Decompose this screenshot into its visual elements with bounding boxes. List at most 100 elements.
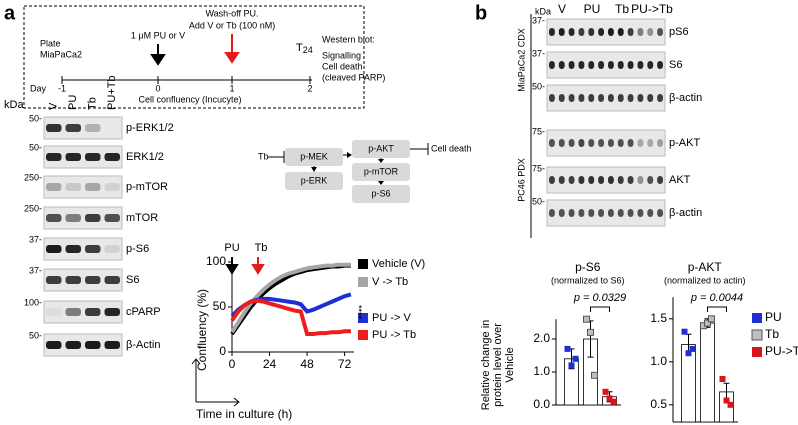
- blot-band: [104, 214, 120, 222]
- blot-strip: [546, 18, 666, 46]
- blot-band: [558, 139, 565, 147]
- bracket: [590, 306, 610, 312]
- blot-band: [657, 209, 663, 217]
- blot-label: β-Actin: [126, 339, 160, 351]
- x-tick-label: 48: [300, 357, 314, 371]
- point: [685, 350, 692, 357]
- bar: [700, 322, 715, 423]
- blot-band: [558, 28, 565, 36]
- blot-strip: [43, 268, 123, 292]
- blot-band: [568, 28, 575, 36]
- blot-label: ERK1/2: [126, 151, 164, 163]
- blot-band: [598, 61, 604, 69]
- blot-band: [598, 209, 604, 217]
- blot-band: [104, 308, 120, 316]
- blot-band: [598, 176, 604, 184]
- blot-band: [627, 209, 634, 217]
- timeline-ticks: [61, 76, 311, 84]
- blot-band: [568, 94, 575, 102]
- panel-letter: a: [4, 2, 16, 24]
- blot-band: [568, 209, 575, 217]
- blot-label: p-mTOR: [126, 181, 168, 193]
- legend-label: PU -> V: [372, 312, 411, 324]
- blot-kda: kDa: [535, 6, 551, 16]
- point: [689, 345, 696, 352]
- blot-band: [65, 276, 81, 284]
- y-tick-label: 1.0: [650, 354, 667, 368]
- chart-title: p-S6: [575, 260, 601, 274]
- blot-band: [549, 94, 555, 102]
- blot-label: S6: [669, 59, 682, 71]
- blot-kda: kDa: [4, 99, 24, 111]
- blot-band: [588, 139, 595, 147]
- blot-marker: 37-: [29, 234, 42, 244]
- blot-band: [104, 183, 120, 191]
- blot-band: [46, 341, 62, 349]
- blot-band: [549, 139, 555, 147]
- marker-label: PU: [224, 242, 239, 254]
- timeline-text: T24: [296, 42, 313, 55]
- blot-strip: [546, 84, 666, 112]
- point: [708, 315, 715, 323]
- blot-band: [578, 176, 585, 184]
- blot-band: [558, 176, 565, 184]
- blot-band: [598, 28, 604, 36]
- blot-marker: 37-: [29, 265, 42, 275]
- blot-band: [637, 94, 644, 102]
- x-tick-label: 72: [338, 357, 352, 371]
- blot-label: p-ERK1/2: [126, 122, 174, 134]
- blot-band: [588, 209, 595, 217]
- blot-band: [608, 209, 614, 217]
- blot-band: [85, 341, 101, 349]
- blot-strip: [546, 51, 666, 79]
- blot-strip: [43, 206, 123, 230]
- blot-band: [65, 214, 81, 222]
- timeline-text: Wash-off PU.: [205, 8, 258, 18]
- blot-band: [65, 341, 81, 349]
- blot-band: [104, 276, 120, 284]
- lane-label: PU: [67, 95, 79, 110]
- point: [602, 388, 609, 395]
- blot-band: [647, 61, 654, 69]
- blot-band: [617, 209, 624, 217]
- chart-subtitle: (normalized to actin): [664, 275, 746, 285]
- blot-label: AKT: [669, 174, 691, 186]
- blot-band: [549, 209, 555, 217]
- day: 2: [307, 83, 312, 93]
- blot-band: [647, 94, 654, 102]
- blot-band: [549, 61, 555, 69]
- y-tick-label: 1.5: [650, 311, 667, 325]
- blot-band: [46, 183, 62, 191]
- blot-band: [647, 176, 654, 184]
- blot-band: [85, 214, 101, 222]
- annotation: p = 0.0329: [573, 292, 626, 304]
- point: [587, 328, 594, 336]
- blot-band: [46, 276, 62, 284]
- blot-strip: [43, 237, 123, 261]
- blot-band: [104, 341, 120, 349]
- blot-band: [617, 28, 624, 36]
- blot-band: [637, 61, 644, 69]
- blot-marker: 50-: [532, 196, 545, 206]
- blot-band: [647, 209, 654, 217]
- pathway-node: p-MEK: [300, 151, 328, 161]
- blot-band: [617, 176, 624, 184]
- blot-label: pS6: [669, 26, 689, 38]
- blot-label: cPARP: [126, 306, 161, 318]
- blot-marker: 50-: [29, 113, 42, 123]
- blot-band: [568, 139, 575, 147]
- blot-strip: [43, 333, 123, 357]
- chart-subtitle: (normalized to S6): [551, 275, 625, 285]
- blot-band: [588, 61, 595, 69]
- blot-label: β-actin: [669, 207, 702, 219]
- end-sub: 24: [303, 45, 313, 55]
- blot-strip: [43, 175, 123, 199]
- blot-band: [46, 245, 62, 253]
- pathway-node: p-S6: [371, 188, 390, 198]
- blot-band: [549, 28, 555, 36]
- blot-band: [617, 94, 624, 102]
- blot-marker: 50-: [29, 330, 42, 340]
- timeline-text: 1 μM PU or V: [131, 30, 185, 40]
- blot-band: [637, 209, 644, 217]
